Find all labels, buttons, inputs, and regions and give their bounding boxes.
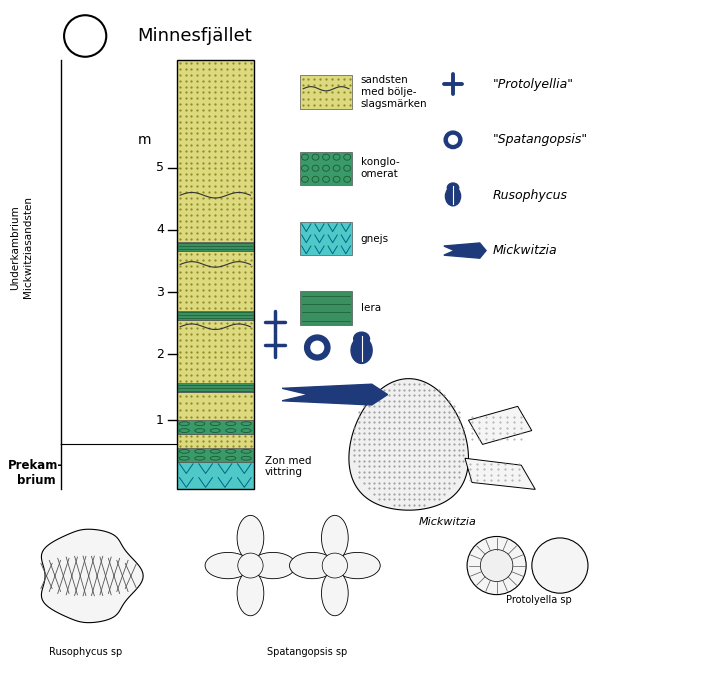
Ellipse shape [237, 516, 264, 560]
Text: Protolyella sp: Protolyella sp [506, 595, 571, 605]
Text: Zon med
vittring: Zon med vittring [264, 456, 311, 477]
Bar [177, 60, 254, 489]
Ellipse shape [205, 553, 251, 579]
Bar [177, 242, 254, 251]
Circle shape [449, 136, 457, 144]
Circle shape [467, 537, 526, 595]
Bar [177, 251, 254, 311]
Text: Mickwitzia: Mickwitzia [418, 517, 476, 527]
Bar [300, 152, 352, 185]
Ellipse shape [321, 516, 348, 560]
Text: 1: 1 [156, 414, 164, 427]
Text: Spatangopsis sp: Spatangopsis sp [267, 647, 347, 657]
Bar [177, 311, 254, 320]
Text: konglo-
omerat: konglo- omerat [361, 157, 400, 179]
Text: lera: lera [361, 303, 381, 313]
Ellipse shape [351, 337, 372, 363]
Text: Underkambrium
Mickwitziasandsten: Underkambrium Mickwitziasandsten [10, 196, 33, 298]
Circle shape [238, 553, 263, 578]
Bar [177, 393, 254, 420]
Bar [177, 434, 254, 448]
Text: Rusophycus: Rusophycus [493, 189, 568, 202]
Text: gnejs: gnejs [361, 234, 389, 244]
Bar [177, 384, 254, 393]
Polygon shape [41, 529, 143, 623]
Text: 5: 5 [156, 161, 164, 174]
Polygon shape [349, 379, 469, 510]
Ellipse shape [335, 553, 380, 579]
Ellipse shape [237, 571, 264, 616]
Bar [177, 461, 254, 489]
Circle shape [322, 553, 347, 578]
Text: 4: 4 [156, 223, 164, 236]
Text: 1: 1 [79, 27, 91, 45]
Ellipse shape [289, 553, 335, 579]
Circle shape [311, 341, 323, 354]
Text: "Protolyellia": "Protolyellia" [493, 78, 574, 91]
Polygon shape [444, 243, 486, 259]
Circle shape [305, 335, 330, 360]
Text: m: m [138, 133, 152, 147]
Text: 3: 3 [156, 286, 164, 299]
Polygon shape [469, 407, 532, 444]
Ellipse shape [354, 332, 369, 345]
Ellipse shape [250, 553, 296, 579]
Text: Minnesfjället: Minnesfjället [137, 27, 252, 45]
Text: sandsten
med bölje-
slagsmärken: sandsten med bölje- slagsmärken [361, 76, 428, 108]
Ellipse shape [447, 183, 459, 193]
Bar [177, 320, 254, 384]
Bar [177, 448, 254, 461]
Polygon shape [465, 458, 535, 489]
Ellipse shape [445, 187, 461, 206]
Text: Rusophycus sp: Rusophycus sp [48, 647, 122, 657]
Text: "Spatangopsis": "Spatangopsis" [493, 133, 588, 147]
Ellipse shape [321, 571, 348, 616]
Circle shape [532, 538, 588, 593]
Circle shape [481, 550, 513, 582]
Bar [177, 60, 254, 242]
Bar [300, 291, 352, 325]
Bar [300, 222, 352, 256]
Bar [300, 76, 352, 108]
Text: Prekam-
brium: Prekam- brium [9, 459, 64, 487]
Text: Mickwitzia: Mickwitzia [493, 244, 558, 257]
Text: 2: 2 [156, 348, 164, 361]
Bar [177, 420, 254, 434]
Circle shape [64, 15, 106, 57]
Polygon shape [282, 384, 388, 405]
Circle shape [444, 131, 462, 149]
